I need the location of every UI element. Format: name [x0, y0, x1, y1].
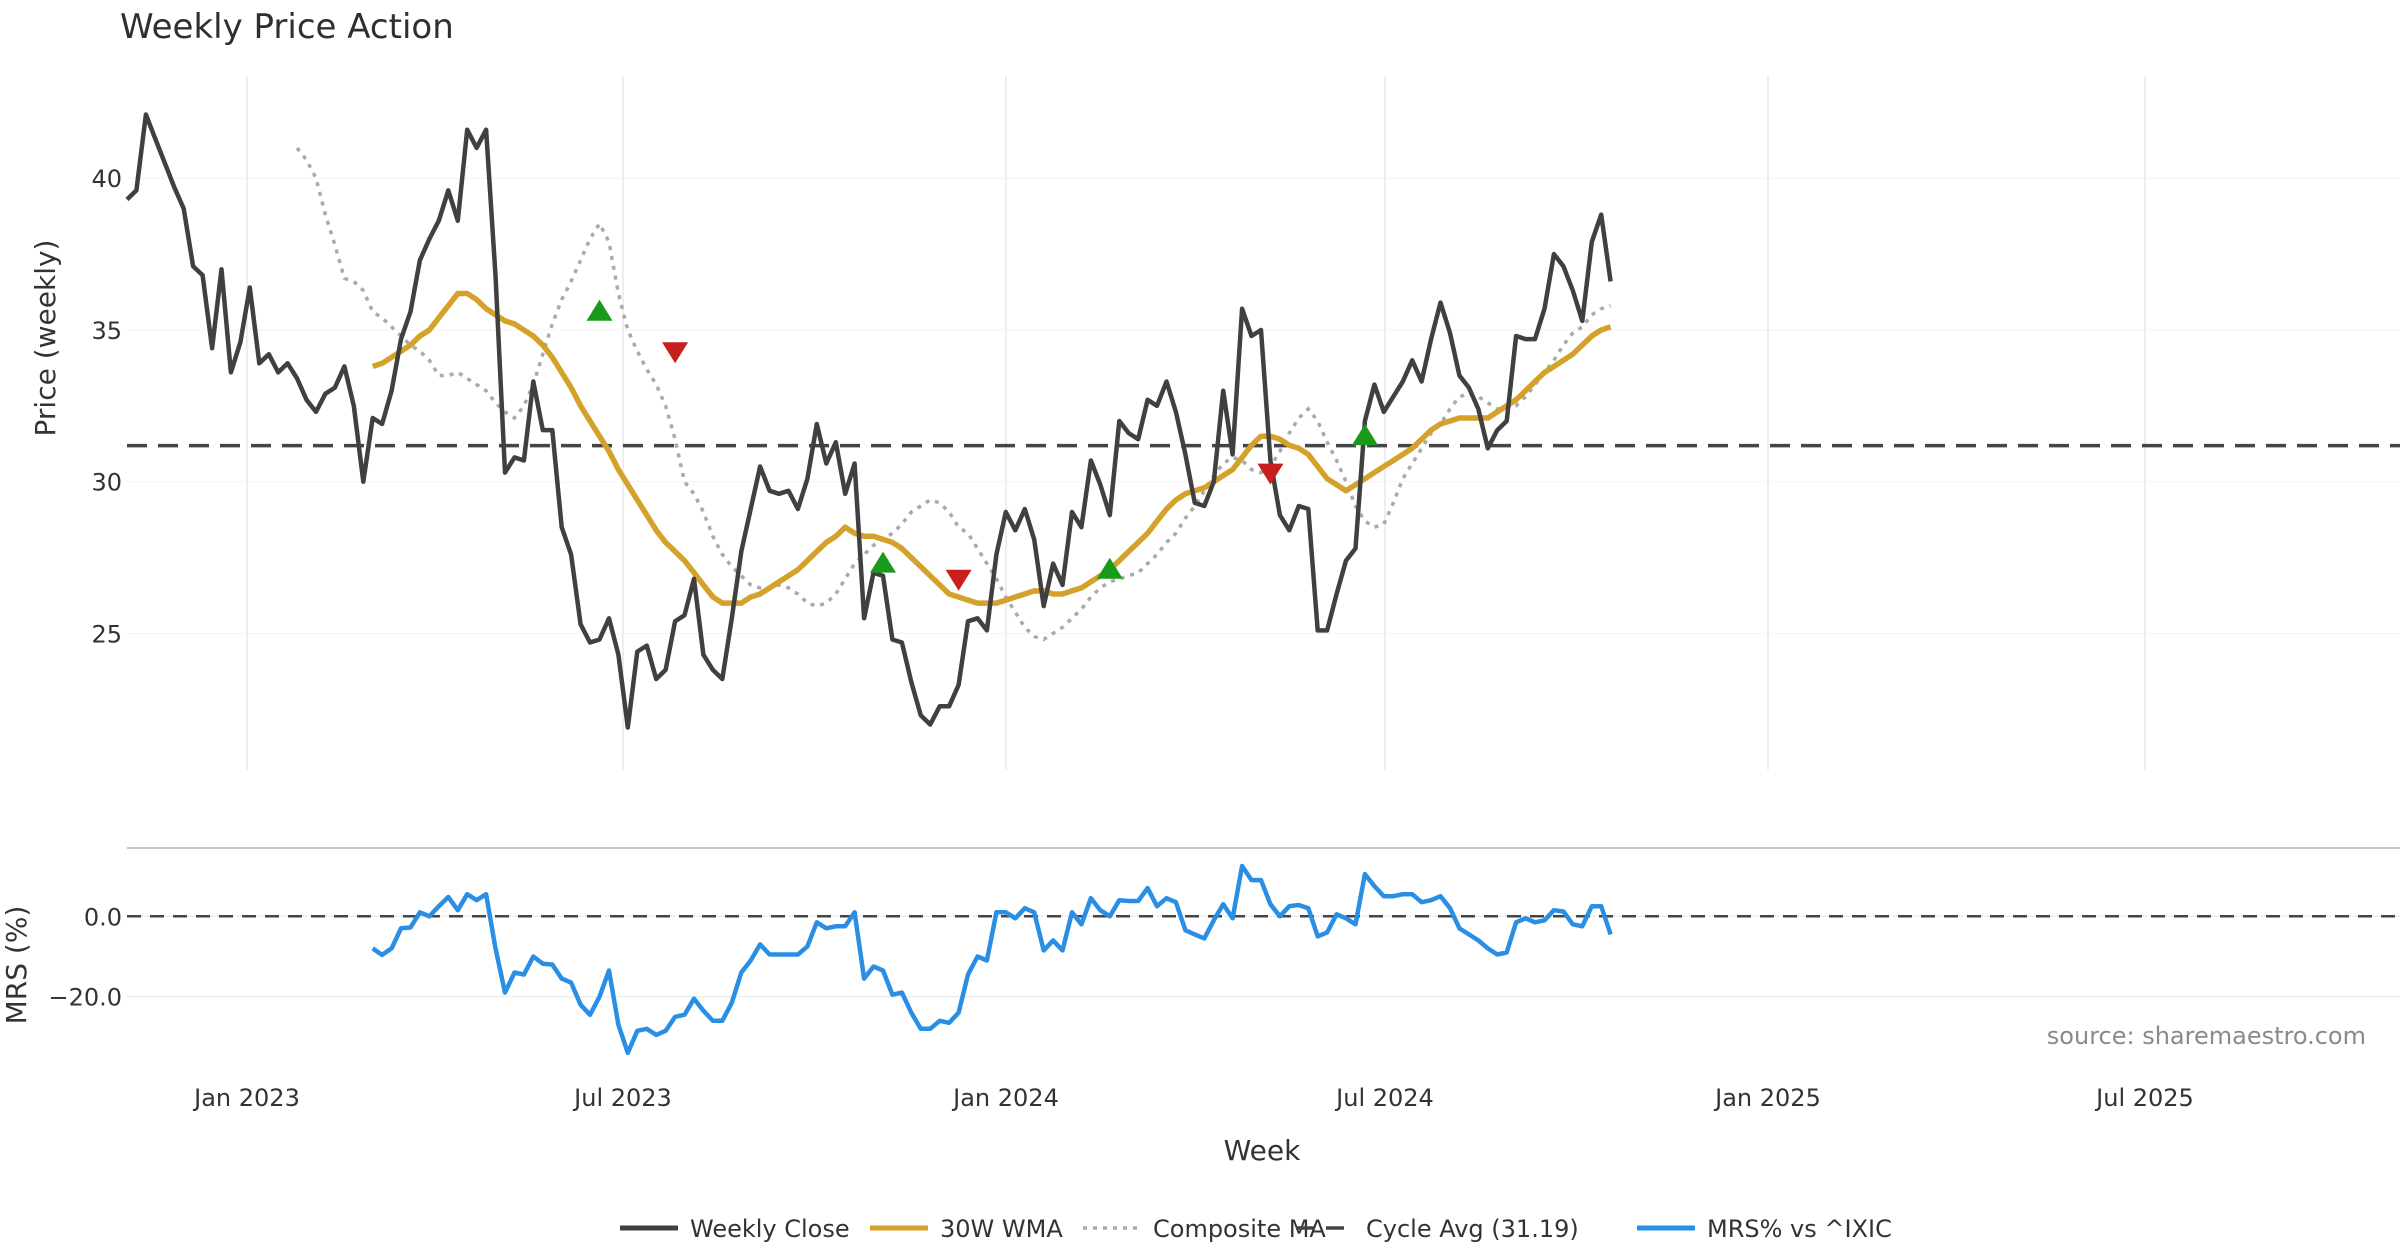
buy-signal-marker — [586, 299, 613, 321]
mrs-y-label: MRS (%) — [0, 906, 33, 1025]
legend: Weekly Close 30W WMA Composite MA Cycle Avg… — [620, 1215, 1892, 1243]
legend-label: MRS% vs ^IXIC — [1707, 1215, 1892, 1243]
x-tick-label: Jul 2024 — [1334, 1084, 1434, 1112]
price-y-ticks: 25 30 35 40 — [91, 165, 2400, 648]
price-y-tick: 35 — [91, 317, 122, 345]
buy-signal-marker — [870, 551, 896, 573]
x-tick-label: Jan 2024 — [951, 1084, 1059, 1112]
legend-label: Weekly Close — [690, 1215, 850, 1243]
x-tick-label: Jan 2025 — [1713, 1084, 1821, 1112]
price-y-label: Price (weekly) — [29, 240, 62, 437]
weekly-close-line — [125, 112, 1613, 730]
chart-title: Weekly Price Action — [120, 7, 454, 47]
legend-label: Cycle Avg (31.19) — [1366, 1215, 1579, 1243]
buy-signal-marker — [1096, 557, 1123, 579]
x-tick-labels: Jan 2023 Jul 2023 Jan 2024 Jul 2024 Jan 2025… — [192, 1084, 2194, 1112]
price-y-tick: 40 — [91, 165, 122, 193]
mrs-y-ticks: 0.0 −20.0 — [48, 903, 2400, 1012]
signal-markers — [586, 299, 1378, 591]
sell-signal-marker — [662, 342, 689, 364]
buy-signal-marker — [1351, 424, 1378, 446]
legend-label: 30W WMA — [940, 1215, 1063, 1243]
wma-30w-line — [371, 290, 1612, 606]
price-y-tick: 30 — [91, 469, 122, 497]
source-note: source: sharemaestro.com — [2047, 1022, 2366, 1050]
price-y-tick: 25 — [91, 620, 122, 648]
sell-signal-marker — [945, 569, 972, 591]
vertical-gridlines — [246, 76, 2146, 770]
mrs-y-tick: 0.0 — [84, 903, 122, 931]
x-axis-label: Week — [1224, 1134, 1301, 1167]
sell-signal-marker — [1257, 463, 1284, 485]
mrs-panel: 0.0 −20.0 MRS (%) source: sharemaestro.co… — [0, 863, 2400, 1056]
x-tick-label: Jul 2023 — [572, 1084, 672, 1112]
x-tick-label: Jan 2023 — [192, 1084, 300, 1112]
x-tick-label: Jul 2025 — [2094, 1084, 2194, 1112]
mrs-y-tick: −20.0 — [48, 984, 122, 1012]
mrs-line — [371, 863, 1613, 1056]
price-panel: 25 30 35 40 Price (weekly) — [29, 112, 2400, 730]
